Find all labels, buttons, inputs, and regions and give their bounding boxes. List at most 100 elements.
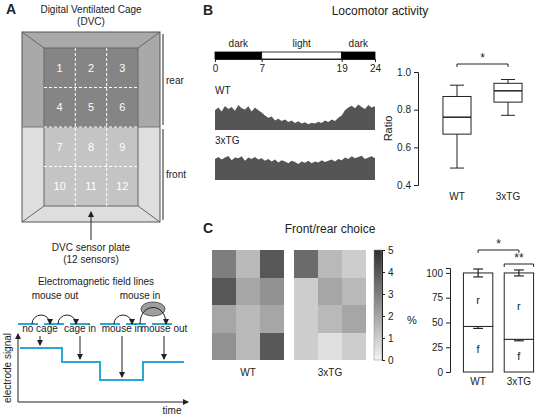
event-label: no cage [22, 323, 58, 334]
event-arrow [80, 336, 81, 359]
heatmap-cell [212, 250, 236, 278]
tick-mark [262, 59, 263, 62]
segment-label: r [476, 294, 480, 306]
plate-rear [44, 48, 138, 127]
pointer-arrow [91, 212, 92, 240]
tick-mark [342, 59, 343, 62]
axis: 0255075100 [426, 268, 450, 378]
tick-label: 7 [259, 63, 265, 74]
tick-mark [446, 372, 450, 373]
tick-label: 0.8 [397, 104, 411, 115]
heatmap-cell [236, 305, 260, 333]
tick: 1.0 [397, 67, 418, 78]
sensor-number: 5 [88, 101, 94, 113]
axis-title: Ratio [382, 116, 394, 142]
segment-labels: ffrr [476, 294, 521, 362]
event-arrow [40, 336, 41, 345]
event-label: mouse in [102, 323, 143, 334]
tick-mark [382, 250, 385, 251]
phase [342, 52, 375, 59]
diagram-title: Digital Ventilated Cage [40, 4, 142, 15]
tick: 0.6 [397, 142, 418, 153]
error-cap [514, 275, 524, 276]
plate-label: DVC sensor plate [52, 242, 131, 253]
whisker-cap [501, 115, 515, 116]
bar-segment [463, 326, 492, 372]
activity-trace [215, 104, 375, 130]
y-axis-arrow [18, 334, 19, 402]
heatmap-cell [260, 305, 284, 333]
heatmap-cell [236, 333, 260, 361]
event-arrow [122, 336, 123, 377]
median [494, 90, 522, 92]
tick: WT [470, 376, 486, 387]
tick-label: 5 [388, 245, 394, 256]
tick-mark [446, 273, 450, 274]
tick-label: 2 [388, 311, 394, 322]
signal-plot: no cagecage inmouse inmouse outelectrode… [2, 323, 188, 416]
axis-title: % [407, 314, 417, 326]
significance-label: ** [514, 251, 524, 265]
heatmap-cell [342, 250, 366, 278]
sensor-number: 1 [57, 62, 63, 74]
zone-bracket [163, 34, 164, 125]
heatmap-cell [212, 278, 236, 306]
cage-edge [22, 206, 44, 222]
trace-marks [215, 156, 375, 180]
heatmap-cell [236, 278, 260, 306]
phase-label: light [292, 38, 311, 49]
activity-chart: BLocomotor activitydarklightdark071924WT… [203, 2, 428, 180]
sensor-number: 6 [119, 101, 125, 113]
cage-front [22, 127, 160, 222]
heatmap-cell [236, 250, 260, 278]
sensor-number: 10 [54, 180, 66, 192]
whisker-cap [450, 85, 464, 86]
significance-label: * [480, 51, 485, 65]
cage-edge [22, 32, 44, 48]
x-axis-arrow [18, 402, 188, 403]
bar-marks [463, 269, 533, 372]
heatmap-cell [212, 305, 236, 333]
series-label: WT [215, 85, 231, 96]
tick-mark [414, 110, 418, 111]
tick-label: 0 [213, 63, 219, 74]
phase-label: dark [349, 38, 369, 49]
heatmap-cell [260, 278, 284, 306]
heatmap-cell [318, 333, 342, 361]
tick-mark [446, 322, 450, 323]
error-cap [514, 340, 524, 341]
tick: 7 [259, 59, 265, 74]
tick: 50 [432, 317, 450, 328]
panel-label: B [203, 2, 213, 18]
plate-front [44, 127, 138, 206]
sensor-number: 3 [119, 62, 125, 74]
tick-mark [446, 298, 450, 299]
tick: WT [449, 191, 465, 202]
heatmap-cell [342, 278, 366, 306]
heatmap-cell [294, 250, 318, 278]
heatmap-cell [318, 305, 342, 333]
axis-line [383, 251, 386, 361]
tick: 3xTG [496, 191, 521, 202]
tick: 0.4 [397, 180, 418, 191]
event-arrow [164, 336, 165, 359]
colorbar [374, 250, 382, 360]
tick-label: 19 [337, 63, 349, 74]
phase [262, 52, 342, 59]
median [443, 116, 471, 118]
tick-label: 1.0 [397, 67, 411, 78]
light-dark-bar [215, 52, 375, 59]
box-chart: 0.4 0.6 0.8 1.0 WT 3xTG Ratio * [382, 51, 522, 202]
axis-line [216, 60, 376, 63]
axis: 012345 [382, 245, 394, 366]
zone-label: front [166, 169, 186, 180]
heatmap-cell [342, 333, 366, 361]
sensor-number: 4 [57, 101, 63, 113]
tick-label: 75 [432, 292, 444, 303]
heatmap-cell [294, 333, 318, 361]
cage: 123456789101112 [22, 32, 160, 222]
tick-label: 0 [437, 367, 443, 378]
tick-mark [414, 185, 418, 186]
axis: 0.4 0.6 0.8 1.0 [397, 67, 418, 191]
tick-label: 3xTG [507, 376, 532, 387]
